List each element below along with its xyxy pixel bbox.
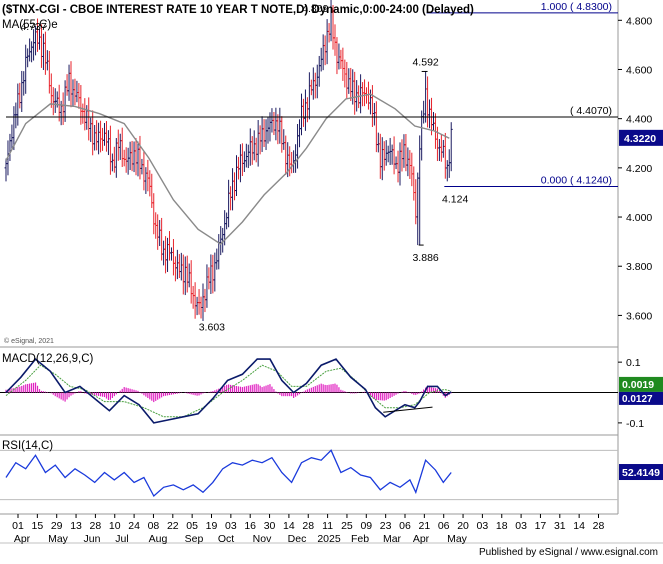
x-tick-label: 31 bbox=[554, 520, 566, 532]
x-tick-label: 28 bbox=[302, 520, 314, 532]
x-month-label: Jul bbox=[115, 533, 128, 545]
publisher-credit: Published by eSignal / www.esignal.com bbox=[479, 547, 658, 558]
price-y-tick-label: 4.000 bbox=[626, 212, 652, 224]
x-tick-label: 22 bbox=[167, 520, 179, 532]
price-y-tick-label: 3.600 bbox=[626, 310, 652, 322]
x-month-label: May bbox=[447, 533, 468, 545]
x-tick-label: 23 bbox=[380, 520, 392, 532]
x-tick-label: 06 bbox=[438, 520, 450, 532]
x-month-label: Oct bbox=[218, 533, 234, 545]
x-tick-label: 15 bbox=[32, 520, 44, 532]
x-tick-label: 01 bbox=[12, 520, 24, 532]
x-tick-label: 08 bbox=[148, 520, 160, 532]
x-tick-label: 21 bbox=[419, 520, 431, 532]
x-tick-label: 19 bbox=[206, 520, 218, 532]
price-y-tick-label: 4.200 bbox=[626, 163, 652, 175]
level-label: ( 4.4070) bbox=[570, 105, 612, 117]
x-tick-label: 05 bbox=[186, 520, 198, 532]
price-annotation: 3.603 bbox=[199, 322, 225, 334]
x-tick-label: 10 bbox=[109, 520, 121, 532]
x-tick-label: 14 bbox=[283, 520, 295, 532]
price-y-tick-label: 4.800 bbox=[626, 15, 652, 27]
x-tick-label: 06 bbox=[399, 520, 411, 532]
rsi-label: RSI(14,C) bbox=[2, 440, 53, 452]
price-annotation: 4.124 bbox=[442, 194, 468, 206]
x-month-label: Mar bbox=[383, 533, 402, 545]
x-month-label: Nov bbox=[253, 533, 272, 545]
x-month-label: Apr bbox=[413, 533, 430, 545]
x-tick-label: 14 bbox=[573, 520, 585, 532]
x-tick-label: 29 bbox=[51, 520, 63, 532]
x-month-label: Feb bbox=[351, 533, 369, 545]
x-tick-label: 28 bbox=[593, 520, 605, 532]
x-tick-label: 03 bbox=[477, 520, 489, 532]
macd-y-tick-label: 0.1 bbox=[626, 357, 641, 369]
x-tick-label: 17 bbox=[535, 520, 547, 532]
x-tick-label: 11 bbox=[322, 520, 333, 532]
x-tick-label: 30 bbox=[264, 520, 276, 532]
level-label: 0.000 ( 4.1240) bbox=[541, 175, 612, 187]
last-price-value: 4.3220 bbox=[624, 133, 656, 145]
x-tick-label: 16 bbox=[244, 520, 256, 532]
x-month-label: Sep bbox=[185, 533, 204, 545]
watermark: © eSignal, 2021 bbox=[4, 337, 54, 345]
x-month-label: Jun bbox=[84, 533, 101, 545]
price-y-tick-label: 3.800 bbox=[626, 261, 652, 273]
x-month-label: Dec bbox=[288, 533, 307, 545]
x-tick-label: 03 bbox=[515, 520, 527, 532]
x-tick-label: 09 bbox=[360, 520, 372, 532]
x-month-label: 2025 bbox=[317, 533, 341, 545]
x-tick-label: 03 bbox=[225, 520, 237, 532]
x-tick-label: 20 bbox=[457, 520, 469, 532]
x-tick-label: 18 bbox=[496, 520, 508, 532]
level-label: 1.000 ( 4.8300) bbox=[541, 1, 612, 13]
x-tick-label: 28 bbox=[90, 520, 102, 532]
ma-label: MA(55,C)e bbox=[2, 19, 58, 31]
rsi-value: 52.4149 bbox=[622, 467, 660, 479]
macd-value: 0.0019 bbox=[622, 379, 654, 391]
price-annotation: 3.886 bbox=[412, 252, 438, 264]
price-annotation: 4.592 bbox=[412, 56, 438, 68]
price-y-tick-label: 4.600 bbox=[626, 64, 652, 76]
x-tick-label: 25 bbox=[341, 520, 353, 532]
macd-label: MACD(12,26,9,C) bbox=[2, 353, 94, 365]
x-month-label: Aug bbox=[149, 533, 168, 545]
price-y-tick-label: 4.400 bbox=[626, 114, 652, 126]
macd-signal-value: 0.0127 bbox=[622, 394, 653, 405]
x-tick-label: 13 bbox=[70, 520, 82, 532]
x-month-label: Apr bbox=[14, 533, 31, 545]
x-month-label: May bbox=[48, 533, 69, 545]
x-tick-label: 24 bbox=[128, 520, 140, 532]
chart-title: ($TNX-CGI - CBOE INTEREST RATE 10 YEAR T… bbox=[2, 4, 474, 16]
macd-y-tick-label: -0.1 bbox=[626, 418, 644, 430]
